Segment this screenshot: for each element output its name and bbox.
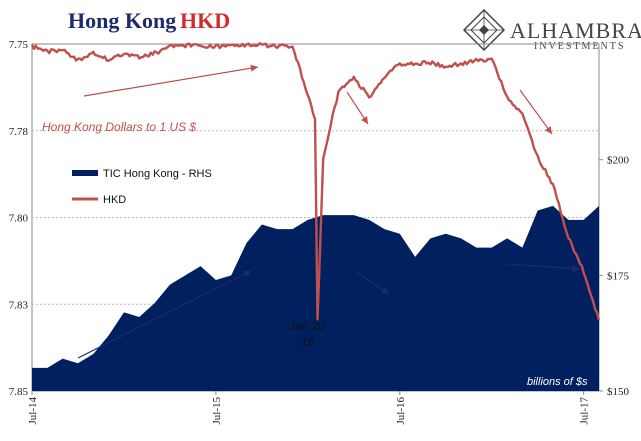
left-tick-label: 7.75 — [9, 39, 29, 51]
right-tick-label: $175 — [607, 270, 630, 282]
annotation-jan20: Jan 20 — [288, 319, 325, 333]
logo-diamond-icon — [462, 8, 506, 52]
legend: TIC Hong Kong - RHS HKD — [72, 168, 212, 206]
x-tick-label: Jul-17 — [579, 397, 591, 425]
arrow-red-3 — [519, 89, 553, 135]
x-tick-label: Jul-16 — [395, 397, 407, 425]
x-tick-label: Jul-14 — [27, 397, 39, 425]
left-tick-label: 7.83 — [9, 299, 29, 311]
legend-tic-swatch — [72, 170, 98, 176]
right-tick-label: $200 — [607, 155, 630, 167]
hkd-line-series — [30, 42, 601, 321]
x-tick-label: Jul-15 — [211, 397, 223, 425]
annotation-jan20-year: '16 — [299, 335, 315, 349]
left-tick-label: 7.78 — [9, 126, 29, 138]
logo-sub: INVESTMENTS — [534, 41, 625, 52]
arrow-blue-3 — [506, 263, 581, 273]
alhambra-logo: ALHAMBRA INVESTMENTS — [462, 8, 641, 52]
annotation-hkd-note: Hong Kong Dollars to 1 US $ — [42, 120, 196, 134]
legend-hkd-label: HKD — [103, 194, 126, 206]
left-axis: 7.75 7.78 7.80 7.83 7.85 — [9, 39, 29, 398]
annotation-units: billions of $s — [527, 376, 588, 388]
left-tick-label: 7.80 — [9, 213, 29, 225]
tic-area-series — [32, 205, 599, 391]
arrow-red-1 — [83, 64, 259, 97]
right-tick-label: $150 — [607, 386, 630, 398]
chart-title-hkd: HKD — [180, 8, 230, 33]
legend-tic-label: TIC Hong Kong - RHS — [103, 168, 212, 180]
left-tick-label: 7.85 — [9, 386, 29, 398]
x-axis: Jul-14 Jul-15 Jul-16 Jul-17 — [27, 391, 591, 425]
right-axis: $150 $175 $200 — [599, 155, 630, 398]
logo-name: ALHAMBRA — [510, 18, 641, 43]
arrow-red-2 — [346, 91, 369, 125]
arrow-blue-2 — [356, 271, 390, 295]
arrow-blue-1 — [77, 270, 252, 359]
chart-title-hong-kong: Hong Kong — [68, 8, 176, 33]
